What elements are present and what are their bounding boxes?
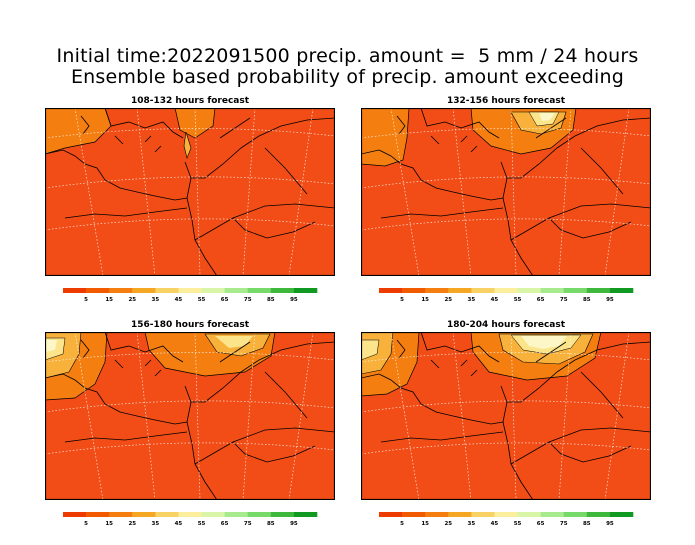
panel-4-title: 180-204 hours forecast xyxy=(446,320,566,330)
panel-3-title: 156-180 hours forecast xyxy=(130,320,250,330)
colorbar-swatch xyxy=(109,288,133,293)
colorbar-swatch xyxy=(379,512,403,517)
colorbar-tick-label: 35 xyxy=(152,521,160,527)
colorbar-swatch xyxy=(201,288,225,293)
colorbar-tick-label: 55 xyxy=(514,521,522,527)
colorbar-tick-label: 75 xyxy=(560,297,568,303)
colorbar-swatch xyxy=(586,512,611,517)
colorbar-swatch xyxy=(86,288,110,293)
chart-title-line-2: Ensemble based probability of precip. am… xyxy=(70,66,625,88)
colorbar-swatch xyxy=(609,512,634,517)
colorbar-tick-label: 55 xyxy=(198,521,206,527)
colorbar-swatch xyxy=(471,288,495,293)
colorbar-tick-label: 85 xyxy=(267,297,275,303)
colorbar-tick-label: 5 xyxy=(400,521,404,527)
colorbar-tick-label: 75 xyxy=(244,297,252,303)
colorbar-swatch xyxy=(293,512,318,517)
colorbar-tick-label: 65 xyxy=(221,297,229,303)
colorbar-swatch xyxy=(563,288,588,293)
colorbar-swatch xyxy=(402,512,426,517)
colorbar-swatch xyxy=(563,512,588,517)
colorbar-tick-label: 25 xyxy=(128,297,136,303)
colorbar-swatch xyxy=(540,512,565,517)
colorbar-tick-label: 95 xyxy=(290,521,298,527)
colorbar-tick-label: 65 xyxy=(537,297,545,303)
colorbar-swatch xyxy=(586,288,611,293)
colorbar-swatch xyxy=(494,512,518,517)
colorbar-tick-label: 25 xyxy=(444,297,452,303)
colorbar-tick-label: 15 xyxy=(421,297,429,303)
colorbar-swatch xyxy=(247,512,272,517)
colorbar-swatch xyxy=(155,512,179,517)
colorbar-tick-label: 35 xyxy=(152,297,160,303)
colorbar-tick-label: 25 xyxy=(444,521,452,527)
colorbar-tick-label: 85 xyxy=(583,297,591,303)
colorbar-swatch xyxy=(247,288,272,293)
colorbar-swatch xyxy=(494,288,518,293)
colorbar-panel-4: 5 15 25 35 45 55 65 75 85 95 xyxy=(379,512,634,527)
forecast-map-panel-1 xyxy=(45,108,335,276)
colorbar-tick-label: 45 xyxy=(491,297,499,303)
forecast-map-panel-3 xyxy=(45,332,335,500)
colorbar-tick-label: 55 xyxy=(514,297,522,303)
panel-1-title: 108-132 hours forecast xyxy=(130,96,250,106)
colorbar-tick-label: 5 xyxy=(84,521,88,527)
colorbar-panel-2: 5 15 25 35 45 55 65 75 85 95 xyxy=(379,288,634,303)
colorbar-tick-label: 55 xyxy=(198,297,206,303)
colorbar-tick-label: 35 xyxy=(468,521,476,527)
colorbar-swatch xyxy=(132,288,156,293)
colorbar-swatch xyxy=(109,512,133,517)
colorbar-tick-label: 85 xyxy=(583,521,591,527)
colorbar-swatch xyxy=(425,512,449,517)
colorbar-tick-label: 65 xyxy=(221,521,229,527)
colorbar-swatch xyxy=(471,512,495,517)
colorbar-swatch xyxy=(224,288,249,293)
colorbar-tick-label: 95 xyxy=(290,297,298,303)
colorbar-swatch xyxy=(517,512,541,517)
colorbar-swatch xyxy=(517,288,541,293)
colorbar-tick-label: 35 xyxy=(468,297,476,303)
colorbar-swatch xyxy=(425,288,449,293)
colorbar-swatch xyxy=(270,288,295,293)
colorbar-swatch xyxy=(63,288,87,293)
colorbar-swatch xyxy=(224,512,249,517)
colorbar-panel-3: 5 15 25 35 45 55 65 75 85 95 xyxy=(63,512,318,527)
colorbar-panel-1: 5 15 25 35 45 55 65 75 85 95 xyxy=(63,288,318,303)
colorbar-swatch xyxy=(293,288,318,293)
colorbar-swatch xyxy=(379,288,403,293)
forecast-map-panel-2 xyxy=(361,108,651,276)
colorbar-swatch xyxy=(63,512,87,517)
colorbar-tick-label: 25 xyxy=(128,521,136,527)
colorbar-tick-label: 45 xyxy=(175,521,183,527)
colorbar-tick-label: 15 xyxy=(105,297,113,303)
colorbar-tick-label: 5 xyxy=(84,297,88,303)
colorbar-swatch xyxy=(132,512,156,517)
colorbar-swatch xyxy=(270,512,295,517)
colorbar-swatch xyxy=(155,288,179,293)
colorbar-tick-label: 75 xyxy=(560,521,568,527)
colorbar-tick-label: 15 xyxy=(105,521,113,527)
colorbar-swatch xyxy=(178,512,202,517)
colorbar-swatch xyxy=(540,288,565,293)
colorbar-swatch xyxy=(86,512,110,517)
colorbar-swatch xyxy=(609,288,634,293)
colorbar-tick-label: 85 xyxy=(267,521,275,527)
colorbar-tick-label: 45 xyxy=(175,297,183,303)
colorbar-tick-label: 65 xyxy=(537,521,545,527)
panel-2-title: 132-156 hours forecast xyxy=(446,96,566,106)
forecast-map-panel-4 xyxy=(361,332,651,500)
colorbar-tick-label: 95 xyxy=(606,521,614,527)
colorbar-swatch xyxy=(201,512,225,517)
colorbar-tick-label: 15 xyxy=(421,521,429,527)
colorbar-tick-label: 45 xyxy=(491,521,499,527)
colorbar-swatch xyxy=(178,288,202,293)
colorbar-tick-label: 75 xyxy=(244,521,252,527)
colorbar-swatch xyxy=(448,512,472,517)
colorbar-tick-label: 5 xyxy=(400,297,404,303)
chart-title-line-1: Initial time:2022091500 precip. amount =… xyxy=(56,45,639,67)
colorbar-swatch xyxy=(448,288,472,293)
colorbar-tick-label: 95 xyxy=(606,297,614,303)
colorbar-swatch xyxy=(402,288,426,293)
